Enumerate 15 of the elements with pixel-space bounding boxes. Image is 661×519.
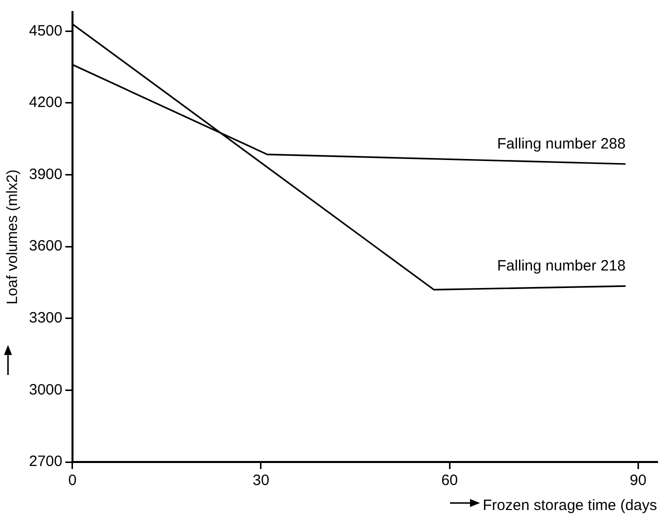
y-tick-label: 4200 <box>28 94 62 112</box>
x-tick-label: 60 <box>441 472 458 490</box>
y-axis-title: Loaf volumes (mlx2) <box>4 169 22 305</box>
x-tick-label: 0 <box>68 472 77 490</box>
x-axis-title: Frozen storage time (days <box>482 497 657 514</box>
y-tick-label: 4500 <box>28 22 62 40</box>
y-tick-label: 2700 <box>28 453 62 470</box>
series-label: Falling number 218 <box>497 258 626 275</box>
y-tick-label: 3300 <box>28 310 62 327</box>
y-tick-label: 3900 <box>28 166 62 183</box>
x-tick-label: 30 <box>252 472 270 490</box>
x-tick-label: 90 <box>630 472 646 490</box>
series-label: Falling number 288 <box>497 136 626 153</box>
y-tick-label: 3600 <box>28 238 62 255</box>
y-tick-label: 3000 <box>28 381 62 398</box>
